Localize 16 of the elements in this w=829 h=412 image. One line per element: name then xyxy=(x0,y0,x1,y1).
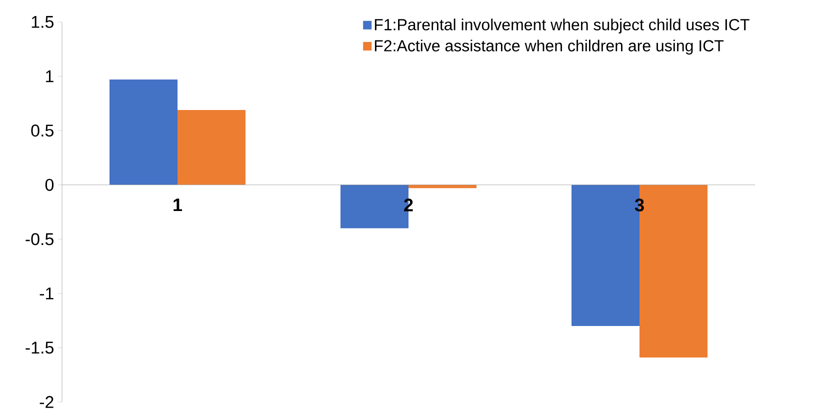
x-tick-label: 3 xyxy=(634,198,644,212)
legend-label: F2:Active assistance when children are using ICT xyxy=(374,40,724,55)
y-tick-label: 1.5 xyxy=(32,16,54,28)
y-tick-label: -1 xyxy=(40,288,54,300)
x-tick-label: 2 xyxy=(404,198,413,212)
y-tick-label: 0 xyxy=(45,178,54,191)
x-tick-label: 1 xyxy=(174,198,182,212)
bar xyxy=(408,184,477,188)
legend-label: F1:Parental involvement when subject child uses ICT xyxy=(374,18,750,34)
bar xyxy=(110,80,178,185)
y-tick-label: -2 xyxy=(40,396,54,408)
bar xyxy=(178,110,246,185)
y-tick-label: 0.5 xyxy=(31,124,54,137)
y-tick-label: -1.5 xyxy=(26,342,54,354)
y-tick-label: 1 xyxy=(46,70,54,82)
y-tick-label: -0.5 xyxy=(26,233,54,246)
